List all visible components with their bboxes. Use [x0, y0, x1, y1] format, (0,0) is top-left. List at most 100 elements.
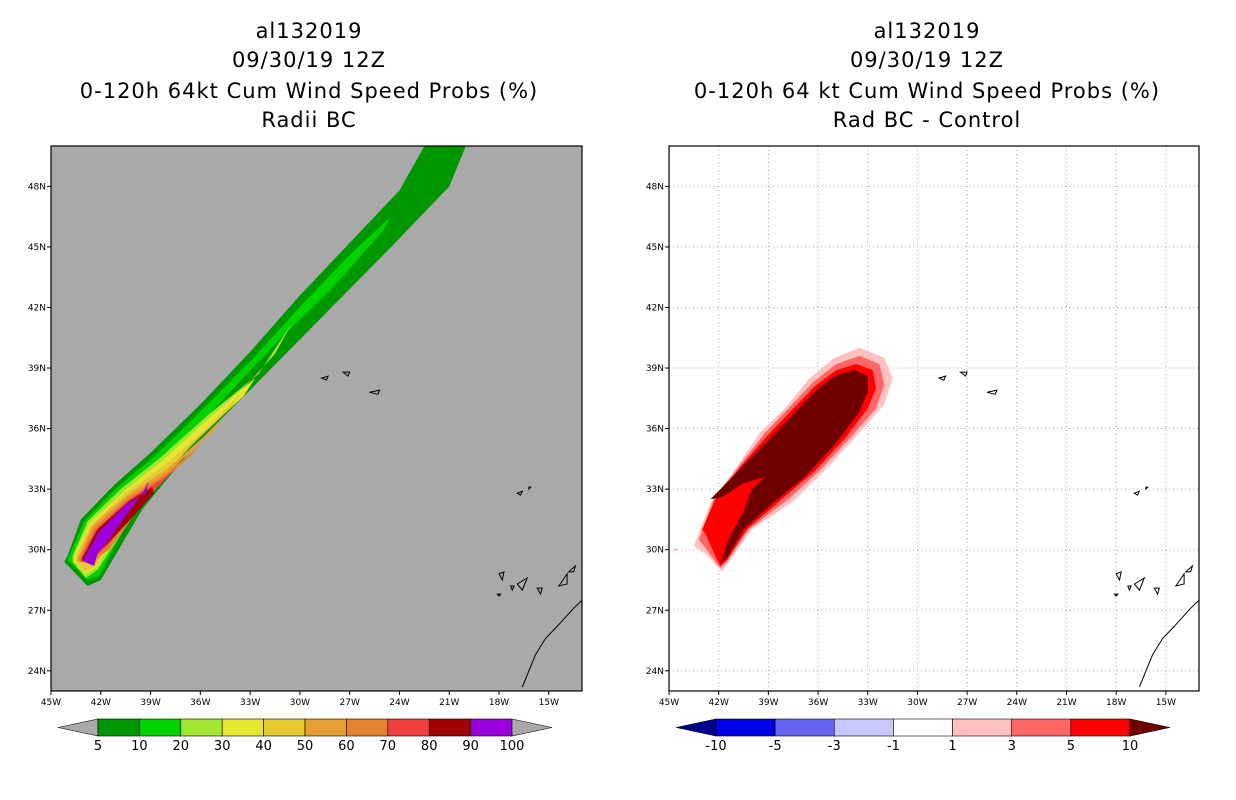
island-outline-0-5: [498, 571, 505, 582]
y-tick-label-1-3: 33N: [646, 485, 664, 495]
x-tick-label-0-6: 27W: [340, 698, 360, 708]
island-outline-1-6: [1127, 585, 1132, 592]
island-outline-1-0: [937, 375, 947, 381]
legend-arrow-high-0: [511, 718, 553, 737]
x-tick-label-0-10: 15W: [539, 698, 559, 708]
y-tick-label-0-6: 42N: [28, 303, 46, 313]
legend-label-0-7: 70: [380, 739, 397, 754]
legend-swatch-0-4: [263, 718, 306, 737]
x-tick-label-1-8: 21W: [1056, 698, 1076, 708]
island-outline-0-8: [536, 587, 543, 596]
legend-swatch-1-3: [893, 718, 953, 737]
legend-1: -10 -5 -3 -1 1 3 5 10: [675, 718, 1171, 754]
legend-label-0-3: 30: [214, 739, 231, 754]
y-tick-label-1-5: 39N: [646, 364, 664, 374]
legend-label-1-7: 10: [1122, 739, 1139, 754]
island-outline-0-0: [319, 375, 329, 381]
x-tick-label-0-1: 42W: [91, 698, 111, 708]
legend-swatch-0-1: [139, 718, 182, 737]
island-outline-1-8: [1153, 587, 1160, 596]
legend-swatch-1-0: [715, 718, 776, 737]
right-date: 09/30/19 12Z: [849, 48, 1005, 72]
y-tick-label-1-6: 42N: [646, 303, 664, 313]
legend-label-0-5: 50: [297, 739, 314, 754]
legend-swatch-0-2: [180, 718, 223, 737]
legend-arrow-low-0: [57, 718, 99, 737]
legend-label-1-0: -10: [705, 739, 726, 754]
island-outline-0-4: [528, 486, 532, 491]
island-outline-1-11: [1184, 564, 1194, 573]
island-outline-0-1: [341, 371, 351, 377]
map-panel-1: 45W 42W 39W 36W 33W 30W 27W 24W 21W 18W 15W 24N 27N 3…: [646, 145, 1200, 708]
x-tick-label-1-1: 42W: [709, 698, 729, 708]
y-tick-label-0-3: 33N: [28, 485, 46, 495]
legend-swatch-0-5: [304, 718, 347, 737]
legend-label-0-9: 90: [462, 739, 479, 754]
legend-swatch-0-9: [470, 718, 513, 737]
legend-label-0-8: 80: [421, 739, 438, 754]
island-outline-0-10: [557, 572, 568, 587]
legend-label-0-2: 20: [173, 739, 190, 754]
legend-swatch-1-4: [952, 718, 1013, 737]
map-background-1: [669, 146, 1199, 691]
legend-swatch-0-7: [387, 718, 430, 737]
left-panel-titles: al132019 09/30/19 12Z 0-120h 64kt Cum Wi…: [0, 17, 618, 135]
prob-band-0-9: [84, 481, 149, 566]
x-tick-label-0-0: 45W: [41, 698, 61, 708]
legend-swatch-0-6: [346, 718, 389, 737]
y-tick-label-1-2: 30N: [646, 546, 664, 556]
africa-coastline-1: [1138, 599, 1199, 688]
africa-coastline-0: [521, 599, 582, 688]
prob-band-0-1: [67, 216, 392, 580]
legend-swatch-0-8: [428, 718, 471, 737]
x-tick-label-1-2: 39W: [758, 698, 778, 708]
y-tick-label-1-7: 45N: [646, 243, 664, 253]
legend-label-0-0: 5: [94, 739, 102, 754]
left-date: 09/30/19 12Z: [231, 48, 387, 72]
y-tick-label-1-4: 36N: [646, 425, 664, 435]
legend-swatch-1-6: [1070, 718, 1131, 737]
y-tick-label-0-7: 45N: [28, 243, 46, 253]
right-title: 0-120h 64 kt Cum Wind Speed Probs (%): [693, 79, 1161, 103]
legend-swatch-0-0: [97, 718, 140, 737]
island-outline-1-2: [986, 389, 998, 395]
y-tick-label-0-0: 24N: [28, 667, 46, 677]
x-tick-label-1-7: 24W: [1007, 698, 1027, 708]
legend-label-1-2: -3: [828, 739, 841, 754]
x-tick-label-0-2: 39W: [140, 698, 160, 708]
y-tick-label-1-8: 48N: [646, 182, 664, 192]
map-panel-0: 45W 42W 39W 36W 33W 30W 27W 24W 21W 18W 15W 24N 27N 3…: [28, 145, 583, 708]
x-tick-label-1-6: 27W: [957, 698, 977, 708]
island-outline-1-10: [1174, 572, 1185, 587]
legend-arrow-low-1: [675, 718, 717, 737]
x-tick-label-1-9: 18W: [1106, 698, 1126, 708]
island-outline-0-3: [516, 490, 524, 496]
left-subtitle: Radii BC: [261, 108, 357, 132]
legend-label-0-6: 60: [338, 739, 355, 754]
right-panel-titles: al132019 09/30/19 12Z 0-120h 64 kt Cum W…: [618, 17, 1236, 135]
island-outline-0-6: [509, 585, 515, 592]
x-tick-label-1-10: 15W: [1156, 698, 1176, 708]
right-storm-id: al132019: [873, 19, 981, 43]
island-outline-0-9: [496, 593, 502, 597]
legend-label-1-6: 5: [1067, 739, 1075, 754]
left-storm-id: al132019: [255, 19, 363, 43]
island-outline-1-4: [1145, 486, 1149, 491]
y-tick-label-0-1: 27N: [28, 606, 46, 616]
map-frame-0: [50, 145, 583, 692]
legend-label-1-3: -1: [887, 739, 900, 754]
legend-arrow-high-1: [1129, 718, 1171, 737]
x-tick-label-1-4: 33W: [858, 698, 878, 708]
island-outline-1-5: [1115, 571, 1122, 582]
legend-swatch-1-5: [1011, 718, 1072, 737]
x-tick-label-0-3: 36W: [190, 698, 210, 708]
y-tick-label-0-5: 39N: [28, 364, 46, 374]
map-background-0: [51, 146, 582, 691]
x-tick-label-0-7: 24W: [389, 698, 409, 708]
legend-0: 5 10 20 30 40 50 60 70 80 90 100: [57, 718, 553, 754]
island-outline-0-2: [369, 389, 381, 395]
right-subtitle: Rad BC - Control: [832, 108, 1022, 132]
map-frame-1: [668, 145, 1200, 692]
island-outline-0-7: [516, 576, 529, 592]
